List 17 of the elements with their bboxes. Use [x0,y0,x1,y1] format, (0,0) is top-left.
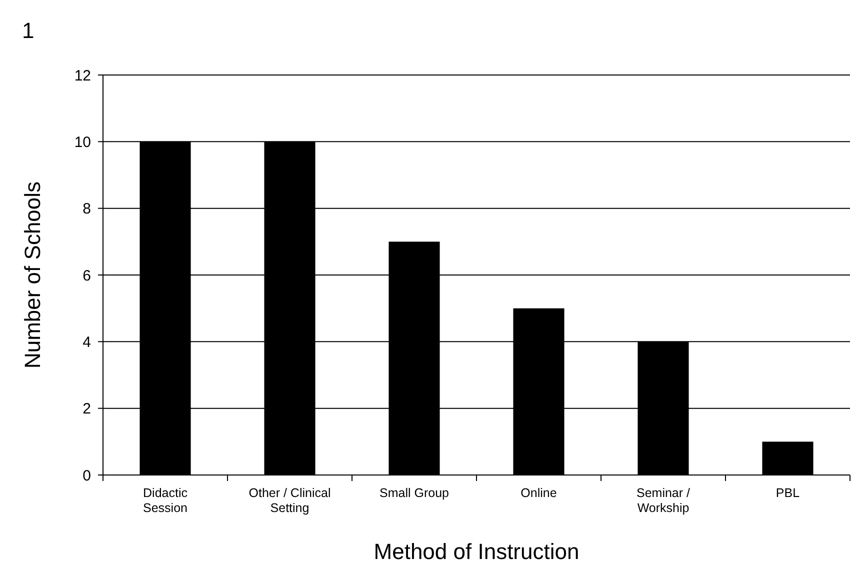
y-tick-label: 10 [74,134,91,151]
y-tick-label: 4 [82,334,91,351]
x-tick-label: Small Group [380,486,450,500]
y-tick-label: 6 [82,267,91,284]
x-tick-label: Didactic Session [143,486,188,515]
y-tick-label: 2 [82,400,91,418]
bar [762,442,814,475]
y-axis-title: Number of Schools [20,181,45,369]
x-tick-label: Seminar / Workship [636,486,691,515]
y-tick-label: 0 [82,467,91,484]
y-tick-label: 8 [82,200,91,218]
chart-title: 1 [22,18,34,43]
x-axis-title: Method of Instruction [374,539,580,564]
y-tick-label: 12 [74,67,91,84]
x-tick-label: Other / Clinical Setting [248,486,331,515]
x-tick-label: PBL [776,486,800,500]
x-tick-label: Online [520,486,557,500]
